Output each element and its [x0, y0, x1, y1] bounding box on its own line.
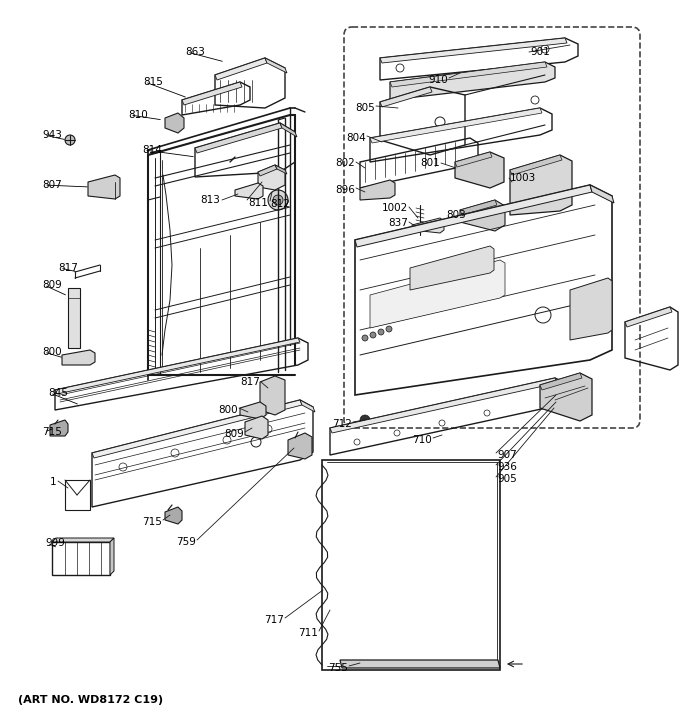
Text: 1002: 1002 [381, 203, 408, 213]
Polygon shape [265, 58, 287, 73]
Polygon shape [88, 175, 120, 199]
Circle shape [477, 169, 483, 175]
Polygon shape [245, 416, 268, 439]
Polygon shape [240, 402, 266, 419]
Polygon shape [55, 338, 300, 394]
Text: 1: 1 [50, 477, 56, 487]
Text: 805: 805 [355, 103, 375, 113]
Text: 999: 999 [45, 538, 65, 548]
Text: 715: 715 [42, 427, 62, 437]
Polygon shape [355, 185, 592, 247]
Polygon shape [280, 123, 297, 137]
Polygon shape [510, 155, 572, 215]
Text: 759: 759 [176, 537, 196, 547]
Polygon shape [68, 288, 80, 348]
Text: 800: 800 [42, 347, 62, 357]
Polygon shape [110, 538, 114, 575]
Circle shape [386, 326, 392, 332]
Polygon shape [540, 373, 582, 390]
Text: 803: 803 [446, 210, 466, 220]
Polygon shape [62, 350, 95, 365]
Polygon shape [275, 165, 287, 174]
Text: 809: 809 [42, 280, 62, 290]
Polygon shape [215, 58, 267, 80]
Circle shape [273, 195, 283, 205]
Text: 811: 811 [248, 198, 268, 208]
Polygon shape [570, 278, 612, 340]
Polygon shape [360, 180, 395, 200]
Text: 845: 845 [48, 388, 68, 398]
Polygon shape [165, 113, 184, 133]
Text: 801: 801 [420, 158, 440, 168]
Polygon shape [412, 218, 444, 233]
Text: 807: 807 [42, 180, 62, 190]
Text: 817: 817 [58, 263, 78, 273]
Polygon shape [195, 123, 282, 153]
Polygon shape [235, 183, 263, 199]
Polygon shape [390, 62, 547, 87]
Text: 907: 907 [497, 450, 517, 460]
Polygon shape [288, 433, 312, 459]
Text: 943: 943 [42, 130, 62, 140]
Circle shape [370, 332, 376, 338]
Text: 812: 812 [270, 199, 290, 209]
Text: 896: 896 [335, 185, 355, 195]
Polygon shape [390, 62, 555, 100]
Text: 809: 809 [224, 429, 244, 439]
Polygon shape [410, 246, 494, 290]
Polygon shape [455, 152, 492, 167]
Polygon shape [590, 185, 614, 203]
Text: 717: 717 [264, 615, 284, 625]
Text: 817: 817 [240, 377, 260, 387]
Circle shape [65, 135, 75, 145]
Text: 755: 755 [328, 663, 348, 673]
Polygon shape [460, 200, 505, 231]
Text: 710: 710 [412, 435, 432, 445]
Text: 901: 901 [530, 47, 549, 57]
Text: 905: 905 [497, 474, 517, 484]
Circle shape [360, 415, 370, 425]
Circle shape [70, 331, 78, 339]
Polygon shape [340, 660, 500, 668]
Polygon shape [370, 260, 505, 328]
Polygon shape [370, 108, 542, 143]
Text: 814: 814 [142, 145, 162, 155]
Text: 815: 815 [143, 77, 163, 87]
Polygon shape [460, 200, 497, 215]
Text: 711: 711 [298, 628, 318, 638]
Polygon shape [455, 152, 504, 188]
Circle shape [268, 190, 288, 210]
Polygon shape [300, 400, 315, 412]
Polygon shape [260, 376, 285, 415]
Circle shape [378, 329, 384, 335]
Polygon shape [540, 373, 592, 421]
Polygon shape [182, 82, 242, 105]
Polygon shape [625, 307, 672, 327]
Circle shape [362, 335, 368, 341]
Polygon shape [92, 400, 302, 458]
Polygon shape [50, 420, 68, 436]
Text: 712: 712 [332, 419, 352, 429]
Circle shape [69, 305, 79, 315]
Text: 813: 813 [200, 195, 220, 205]
Text: 800: 800 [218, 405, 238, 415]
Text: 715: 715 [142, 517, 162, 527]
Polygon shape [510, 155, 562, 175]
Polygon shape [258, 165, 285, 190]
Polygon shape [52, 538, 114, 542]
Text: 936: 936 [497, 462, 517, 472]
Text: 837: 837 [388, 218, 408, 228]
Polygon shape [380, 38, 567, 63]
Text: (ART NO. WD8172 C19): (ART NO. WD8172 C19) [18, 695, 163, 705]
Text: 910: 910 [428, 75, 448, 85]
Text: 804: 804 [346, 133, 366, 143]
Text: 802: 802 [335, 158, 355, 168]
Text: 1003: 1003 [510, 173, 537, 183]
Polygon shape [380, 87, 432, 107]
Text: 810: 810 [128, 110, 148, 120]
Polygon shape [330, 378, 557, 433]
Polygon shape [165, 507, 182, 524]
Text: 863: 863 [185, 47, 205, 57]
Polygon shape [258, 165, 277, 176]
